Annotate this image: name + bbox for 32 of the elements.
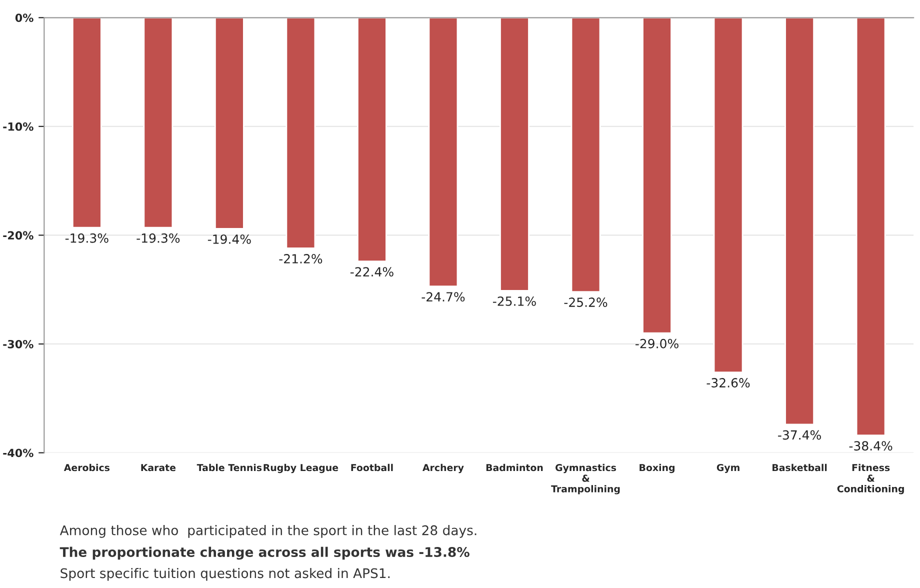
- text: Sport specific tuition questions not asked in APS1.: [60, 568, 390, 581]
- y-tick-label: -40%: [3, 448, 34, 458]
- x-tick-label: Table Tennis: [196, 464, 262, 472]
- y-tick-label: -30%: [3, 340, 34, 348]
- x-tick-label: Gymnastics & Trampolining: [551, 464, 620, 494]
- data-label: -32.6%: [706, 378, 750, 388]
- data-label: -29.0%: [636, 338, 678, 348]
- data-label: -25.2%: [564, 298, 608, 307]
- y-tick-label: -10%: [3, 122, 34, 131]
- x-tick-label: Aerobics: [64, 464, 110, 472]
- x-tick-label: Football: [351, 464, 393, 472]
- text: Among those who participated in the sport in the last 28 days.: [60, 525, 476, 538]
- text: The proportionate change across all sports was -13.8%: [60, 546, 470, 560]
- x-tick-label: Archery: [422, 464, 464, 474]
- data-label: -22.4%: [350, 267, 394, 277]
- data-label: -37.4%: [778, 430, 821, 440]
- y-tick-label: -20%: [3, 231, 34, 240]
- x-tick-label: Boxing: [640, 464, 674, 474]
- y-tick-label: 0%: [15, 14, 34, 22]
- data-label: -38.4%: [849, 441, 892, 451]
- x-tick-label: Basketball: [772, 464, 827, 472]
- data-label: -25.1%: [492, 296, 536, 306]
- x-tick-label: Fitness & Conditioning: [837, 464, 904, 494]
- data-label: -19.3%: [136, 233, 180, 243]
- data-label: -19.4%: [208, 234, 251, 244]
- data-label: -21.2%: [279, 254, 322, 264]
- data-label: -19.3%: [65, 233, 108, 243]
- x-tick-label: Rugby League: [264, 464, 338, 474]
- x-tick-label: Gym: [716, 464, 740, 474]
- x-tick-label: Karate: [141, 464, 176, 472]
- x-tick-label: Badminton: [486, 464, 543, 472]
- data-label: -24.7%: [422, 292, 465, 302]
